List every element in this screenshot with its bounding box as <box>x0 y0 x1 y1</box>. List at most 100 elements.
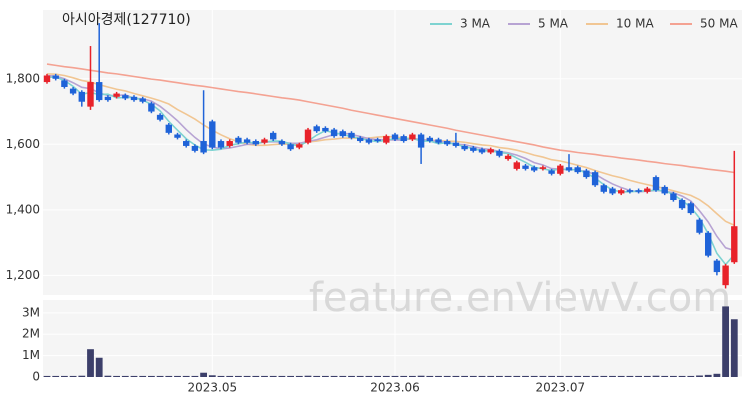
volume-bar <box>356 375 364 377</box>
volume-bar <box>687 375 695 377</box>
candle-body <box>330 129 338 137</box>
volume-bar <box>113 375 120 377</box>
volume-bar <box>678 375 686 377</box>
candle-body <box>278 141 286 145</box>
y-tick-label: 3M <box>22 305 40 319</box>
volume-bar <box>617 375 625 377</box>
volume-bar <box>95 357 103 377</box>
y-tick-label: 1,400 <box>6 202 40 216</box>
candle-body <box>705 232 712 256</box>
volume-bar <box>121 375 129 377</box>
candle-body <box>618 190 625 194</box>
y-tick-label: 1,200 <box>6 268 40 282</box>
volume-bar <box>530 375 538 377</box>
volume-bar <box>635 375 642 377</box>
volume-bar <box>339 375 347 377</box>
volume-bar <box>365 375 373 377</box>
volume-bar <box>130 375 138 377</box>
candle-body <box>635 190 642 192</box>
volume-bar <box>165 375 173 377</box>
y-tick-label: 2M <box>22 327 40 341</box>
candle-body <box>652 177 660 191</box>
candle-body <box>226 141 233 146</box>
candle-body <box>191 145 199 151</box>
volume-bar <box>278 375 286 377</box>
candle-body <box>374 139 381 142</box>
candle-body <box>531 167 538 171</box>
candle-body <box>391 134 399 140</box>
volume-bar <box>217 375 225 377</box>
candle-body <box>122 95 129 99</box>
candle-body <box>496 150 503 156</box>
candle-body <box>678 200 686 209</box>
volume-bar <box>226 375 234 377</box>
candle-body <box>452 142 460 146</box>
volume-bar <box>208 375 216 377</box>
volume-bar <box>295 375 303 377</box>
volume-bar <box>156 375 164 377</box>
candle-body <box>287 144 294 150</box>
candle-body <box>165 124 172 133</box>
candle-body <box>113 93 120 97</box>
volume-bar <box>539 375 547 377</box>
volume-bar <box>496 375 503 377</box>
x-tick-label: 2023.06 <box>370 381 420 395</box>
candle-body <box>148 103 155 112</box>
x-tick-label: 2023.05 <box>187 381 237 395</box>
candle-body <box>731 226 738 263</box>
legend-label: 5 MA <box>538 17 569 31</box>
volume-bar <box>261 375 268 377</box>
candle-body <box>174 134 181 138</box>
volume-bar <box>313 375 321 377</box>
volume-bar <box>235 375 242 377</box>
volume-bar <box>409 375 416 377</box>
candle-body <box>539 167 547 169</box>
volume-bar <box>443 375 451 377</box>
volume-bar <box>417 375 425 377</box>
volume-bar <box>104 375 112 377</box>
volume-bar <box>626 375 634 377</box>
candle-body <box>417 134 425 148</box>
volume-bar <box>469 375 477 377</box>
candle-body <box>104 96 112 101</box>
candle-body <box>43 75 51 83</box>
volume-bar <box>287 375 294 377</box>
candle-body <box>670 193 677 200</box>
volume-bar <box>61 375 68 377</box>
volume-bar <box>330 375 338 377</box>
price-plot-bg <box>43 10 742 295</box>
legend-label: 10 MA <box>616 17 654 31</box>
volume-bar <box>556 375 564 377</box>
volume-bar <box>652 375 660 377</box>
candle-body <box>313 126 320 132</box>
candle-body <box>522 165 529 169</box>
candle-body <box>322 127 329 132</box>
candle-body <box>139 98 146 102</box>
volume-bar <box>713 373 721 377</box>
candle-body <box>235 137 242 143</box>
candle-body <box>409 134 416 140</box>
candle-body <box>478 149 486 153</box>
chart-title: 아시아경제(127710) <box>62 12 191 28</box>
volume-bar <box>670 375 677 377</box>
volume-bar <box>69 375 77 377</box>
volume-bar <box>78 375 86 377</box>
ma-line <box>46 73 735 226</box>
volume-bar <box>182 375 190 377</box>
candle-body <box>565 167 573 171</box>
candle-body <box>435 139 442 143</box>
candle-body <box>713 260 721 273</box>
volume-bar <box>269 375 277 377</box>
candle-body <box>261 139 268 143</box>
candle-body <box>365 139 373 143</box>
watermark: feature.enViewV.com <box>309 275 731 321</box>
volume-bar <box>591 375 599 377</box>
volume-bar <box>435 375 442 377</box>
candle-body <box>252 141 259 145</box>
volume-bar <box>139 375 147 377</box>
volume-bar <box>696 375 703 377</box>
ma-line <box>46 63 735 174</box>
candle-body <box>304 129 312 143</box>
volume-bar <box>382 375 390 377</box>
